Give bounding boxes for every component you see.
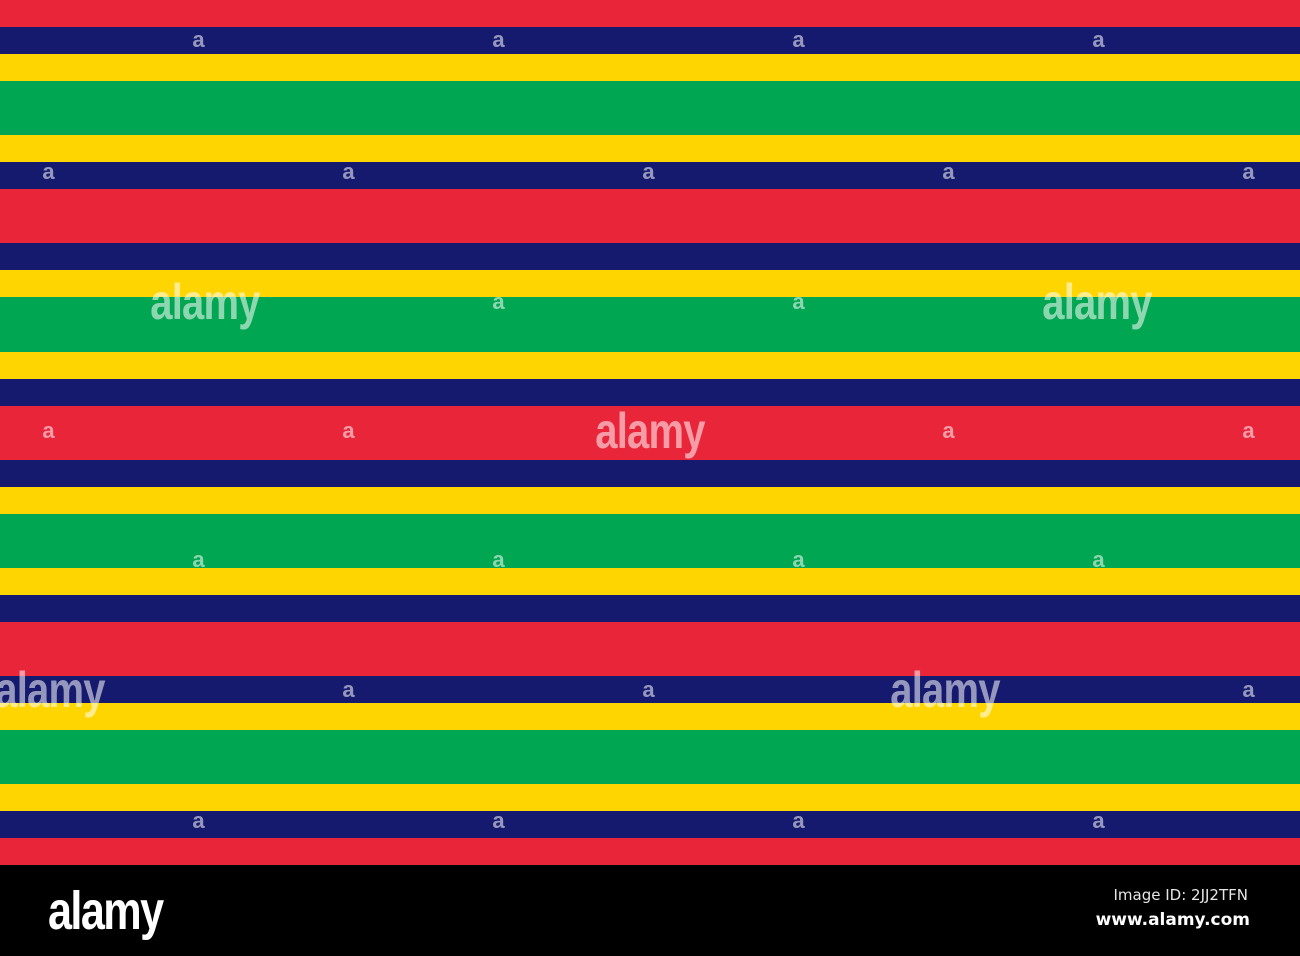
alamy-mark-watermark: a bbox=[1092, 27, 1104, 52]
stripe-navy bbox=[0, 27, 1300, 54]
alamy-mark-watermark: a bbox=[1242, 159, 1254, 184]
stripe-navy bbox=[0, 811, 1300, 839]
footer-bar: alamy Image ID: 2JJ2TFN www.alamy.com bbox=[0, 866, 1300, 956]
alamy-mark-watermark: a bbox=[492, 808, 504, 833]
alamy-logo: alamy bbox=[48, 881, 164, 941]
alamy-mark-watermark: a bbox=[342, 677, 354, 702]
stripe-navy bbox=[0, 243, 1300, 271]
alamy-mark-watermark: a bbox=[792, 27, 804, 52]
stripe-yellow bbox=[0, 54, 1300, 81]
stripe-green bbox=[0, 730, 1300, 785]
alamy-watermark: alamy bbox=[1042, 274, 1152, 330]
alamy-mark-watermark: a bbox=[942, 418, 954, 443]
alamy-mark-watermark: a bbox=[192, 27, 204, 52]
alamy-mark-watermark: a bbox=[942, 159, 954, 184]
alamy-mark-watermark: a bbox=[492, 27, 504, 52]
alamy-mark-watermark: a bbox=[1092, 547, 1104, 572]
stripe-green bbox=[0, 81, 1300, 136]
stripe-green bbox=[0, 513, 1300, 568]
stripe-yellow bbox=[0, 135, 1300, 163]
alamy-mark-watermark: a bbox=[792, 289, 804, 314]
stripe-red bbox=[0, 189, 1300, 244]
alamy-mark-watermark: a bbox=[42, 159, 54, 184]
alamy-mark-watermark: a bbox=[1242, 677, 1254, 702]
website-link: www.alamy.com bbox=[1095, 910, 1250, 930]
stripe-yellow bbox=[0, 351, 1300, 379]
alamy-watermark: alamy bbox=[150, 274, 260, 330]
alamy-mark-watermark: a bbox=[342, 159, 354, 184]
alamy-mark-watermark: a bbox=[792, 547, 804, 572]
stripe-navy bbox=[0, 594, 1300, 622]
striped-pattern bbox=[0, 0, 1300, 866]
stripe-navy bbox=[0, 676, 1300, 704]
stripe-red bbox=[0, 405, 1300, 460]
alamy-mark-watermark: a bbox=[792, 808, 804, 833]
alamy-mark-watermark: a bbox=[192, 547, 204, 572]
stripe-red bbox=[0, 0, 1300, 27]
alamy-mark-watermark: a bbox=[642, 159, 654, 184]
stripe-yellow bbox=[0, 784, 1300, 812]
stripe-green bbox=[0, 297, 1300, 352]
alamy-watermark: alamy bbox=[890, 662, 1000, 718]
image-id: Image ID: 2JJ2TFN bbox=[1113, 886, 1249, 904]
alamy-mark-watermark: a bbox=[42, 418, 54, 443]
stripe-navy bbox=[0, 378, 1300, 406]
alamy-watermark: alamy bbox=[595, 403, 705, 459]
stripe-yellow bbox=[0, 270, 1300, 298]
stripe-red bbox=[0, 838, 1300, 866]
alamy-mark-watermark: a bbox=[342, 418, 354, 443]
stripe-navy bbox=[0, 162, 1300, 190]
alamy-mark-watermark: a bbox=[492, 547, 504, 572]
stripe-yellow bbox=[0, 567, 1300, 595]
alamy-mark-watermark: a bbox=[1092, 808, 1104, 833]
stripe-navy bbox=[0, 459, 1300, 487]
alamy-mark-watermark: a bbox=[1242, 418, 1254, 443]
alamy-mark-watermark: a bbox=[642, 677, 654, 702]
alamy-mark-watermark: a bbox=[492, 289, 504, 314]
alamy-mark-watermark: a bbox=[192, 808, 204, 833]
alamy-watermark: alamy bbox=[0, 662, 106, 718]
stripe-red bbox=[0, 621, 1300, 677]
stripe-yellow bbox=[0, 486, 1300, 514]
stripe-yellow bbox=[0, 703, 1300, 731]
